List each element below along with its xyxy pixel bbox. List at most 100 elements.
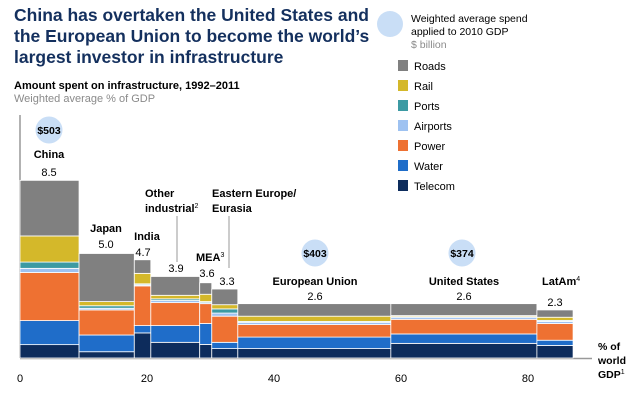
bar-segment-power bbox=[390, 318, 538, 335]
region-label: China bbox=[34, 149, 65, 161]
bar-segment-power bbox=[78, 309, 135, 336]
bar-segment-water bbox=[19, 320, 80, 346]
spend-label: $403 bbox=[303, 248, 327, 260]
x-tick-label: 0 bbox=[17, 373, 23, 385]
bar-segment-telecom bbox=[237, 348, 392, 359]
bar-segment-telecom bbox=[19, 344, 80, 359]
bar-segment-water bbox=[199, 323, 213, 345]
bar-segment-telecom bbox=[150, 341, 201, 359]
region-total-label: 3.6 bbox=[199, 268, 214, 280]
bar-segment-power bbox=[199, 303, 213, 324]
region-total-label: 8.5 bbox=[41, 167, 56, 179]
region-label: Other bbox=[145, 188, 175, 200]
bar-segment-roads bbox=[390, 303, 538, 316]
region-label-line2: industrial2 bbox=[145, 203, 199, 215]
legend-bubble-unit: $ billion bbox=[411, 39, 447, 51]
x-tick-label: 60 bbox=[395, 373, 407, 385]
region-label: MEA3 bbox=[196, 252, 224, 264]
bar-segment-water bbox=[150, 325, 201, 343]
bar-segment-water bbox=[536, 339, 574, 346]
region-label: LatAm4 bbox=[542, 276, 580, 288]
legend-label-airports: Airports bbox=[414, 121, 452, 133]
legend-label-roads: Roads bbox=[414, 61, 446, 73]
bar-segment-rail bbox=[78, 301, 135, 307]
region-label: European Union bbox=[273, 276, 358, 288]
chart-title: Amount spent on infrastructure, 1992–201… bbox=[14, 80, 240, 92]
legend-swatch-roads bbox=[398, 60, 408, 71]
bar-segment-telecom bbox=[78, 351, 135, 359]
bar-segment-water bbox=[237, 336, 392, 349]
bar-segment-roads bbox=[133, 259, 152, 274]
region-total-label: 3.3 bbox=[219, 276, 234, 288]
bar-segment-telecom bbox=[211, 348, 239, 359]
x-tick-label: 80 bbox=[522, 373, 534, 385]
spend-bubble bbox=[301, 239, 329, 267]
spend-label: $503 bbox=[37, 125, 61, 137]
legend-swatch-telecom bbox=[398, 180, 408, 191]
legend-swatch-ports bbox=[398, 100, 408, 111]
bar-segment-roads bbox=[78, 253, 135, 302]
region-label-line2: Eurasia bbox=[212, 203, 253, 215]
legend-label-power: Power bbox=[414, 141, 446, 153]
bar-segment-telecom bbox=[536, 345, 574, 359]
bar-segment-power bbox=[211, 315, 239, 343]
bar-segment-airports bbox=[211, 312, 239, 317]
bar-segment-roads bbox=[211, 288, 239, 306]
region-total-label: 2.6 bbox=[456, 291, 471, 303]
bar-segment-ports bbox=[211, 308, 239, 314]
bar-segment-ports bbox=[19, 261, 80, 269]
region-total-label: 4.7 bbox=[135, 247, 150, 259]
bar-segment-water bbox=[78, 334, 135, 353]
spend-bubble bbox=[35, 116, 63, 144]
bar-segment-telecom bbox=[390, 342, 538, 359]
legend-bubble-label: Weighted average spend bbox=[411, 13, 528, 25]
region-label: United States bbox=[429, 276, 499, 288]
legend-swatch-airports bbox=[398, 120, 408, 131]
legend-swatch-rail bbox=[398, 80, 408, 91]
bar-segment-rail bbox=[199, 293, 213, 302]
legend-swatch-water bbox=[398, 160, 408, 171]
region-total-label: 3.9 bbox=[168, 263, 183, 275]
region-label: Eastern Europe/ bbox=[212, 188, 296, 200]
spend-label: $374 bbox=[450, 248, 474, 260]
bar-segment-power bbox=[19, 272, 80, 321]
region-label: India bbox=[134, 231, 161, 243]
legend-bubble-icon bbox=[377, 11, 403, 37]
bar-segment-telecom bbox=[133, 332, 152, 359]
region-total-label: 2.3 bbox=[547, 297, 562, 309]
bar-segment-rail bbox=[211, 304, 239, 310]
bar-segment-airports bbox=[19, 267, 80, 273]
x-tick-label: 40 bbox=[268, 373, 280, 385]
bar-segment-rail bbox=[133, 272, 152, 285]
region-total-label: 5.0 bbox=[98, 239, 113, 251]
region-total-label: 2.6 bbox=[307, 291, 322, 303]
bar-segment-rail bbox=[150, 294, 201, 300]
legend-label-telecom: Telecom bbox=[414, 181, 455, 193]
legend-label-ports: Ports bbox=[414, 101, 440, 113]
bar-segment-roads bbox=[19, 179, 80, 237]
bar-segment-power bbox=[150, 302, 201, 327]
bar-segment-roads bbox=[150, 276, 201, 296]
bar-segment-water bbox=[211, 341, 239, 349]
bar-segment-power bbox=[237, 324, 392, 338]
legend-bubble-label: applied to 2010 GDP bbox=[411, 26, 508, 38]
legend-label-water: Water bbox=[414, 161, 443, 173]
bar-segment-roads bbox=[536, 309, 574, 318]
bar-segment-telecom bbox=[199, 344, 213, 359]
x-tick-label: 20 bbox=[141, 373, 153, 385]
bar-segment-water bbox=[133, 325, 152, 334]
bar-segment-roads bbox=[199, 282, 213, 295]
bar-segment-water bbox=[390, 333, 538, 344]
spend-bubble bbox=[448, 239, 476, 267]
chart-subtitle: Weighted average % of GDP bbox=[14, 93, 156, 105]
bar-segment-rail bbox=[237, 315, 392, 322]
legend-swatch-power bbox=[398, 140, 408, 151]
x-axis-label: % of world GDP1 bbox=[597, 341, 626, 381]
bar-segment-power bbox=[536, 323, 574, 341]
page-title: China has overtaken the United States an… bbox=[14, 5, 370, 67]
bar-segment-power bbox=[133, 285, 152, 327]
bar-segment-rail bbox=[536, 316, 574, 321]
bar-segment-roads bbox=[237, 303, 392, 317]
